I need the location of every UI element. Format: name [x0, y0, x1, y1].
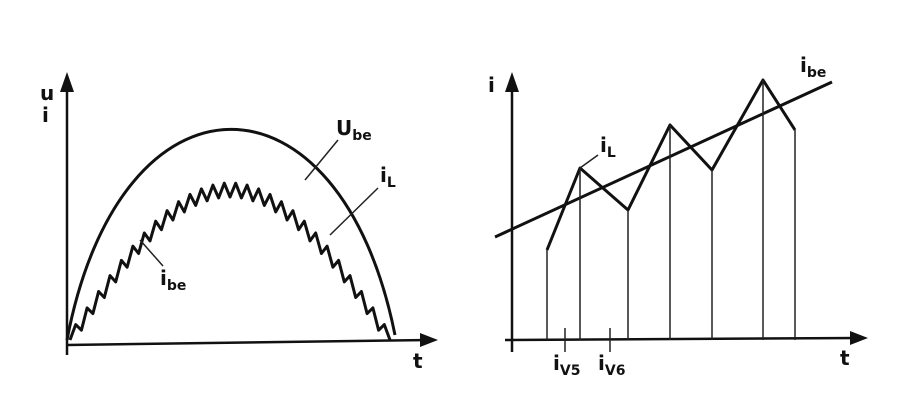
curve-label: iL [380, 163, 396, 191]
curve-label: ibe [800, 53, 826, 81]
x-axis [66, 338, 431, 347]
subscript: L [387, 175, 396, 191]
leader [579, 154, 599, 169]
x-axis [504, 336, 861, 342]
il-curve [68, 181, 392, 341]
curve-label: Ube [336, 116, 372, 144]
curve-label: ibe [160, 266, 186, 294]
y-arrow [60, 72, 74, 92]
leader [304, 139, 339, 181]
symbol: U [336, 116, 352, 140]
verticals [546, 80, 796, 352]
symbol: i [800, 53, 807, 77]
symbol: i [160, 266, 167, 290]
subscript: be [807, 65, 827, 81]
y-arrow [505, 72, 519, 92]
subscript: V5 [560, 363, 581, 379]
axis-mark: iV5 [553, 351, 580, 379]
symbol: i [380, 163, 387, 187]
leader [139, 239, 164, 267]
x-label: t [840, 346, 850, 370]
y-label: u [40, 81, 54, 105]
curve-label: iL [600, 133, 616, 161]
x-label: t [413, 349, 423, 373]
x-arrow [850, 331, 868, 345]
symbol: i [598, 351, 605, 375]
axis-mark: iV6 [598, 351, 625, 379]
symbol: i [553, 351, 560, 375]
y-label: i [488, 73, 495, 97]
ibe-line [494, 80, 833, 239]
symbol: i [600, 133, 607, 157]
subscript: be [352, 128, 372, 144]
leader [329, 187, 379, 236]
x-arrow [420, 333, 438, 347]
subscript: V6 [605, 363, 626, 379]
ube-curve [65, 128, 397, 341]
y-label: i [42, 103, 49, 127]
subscript: L [607, 145, 616, 161]
subscript: be [167, 278, 187, 294]
